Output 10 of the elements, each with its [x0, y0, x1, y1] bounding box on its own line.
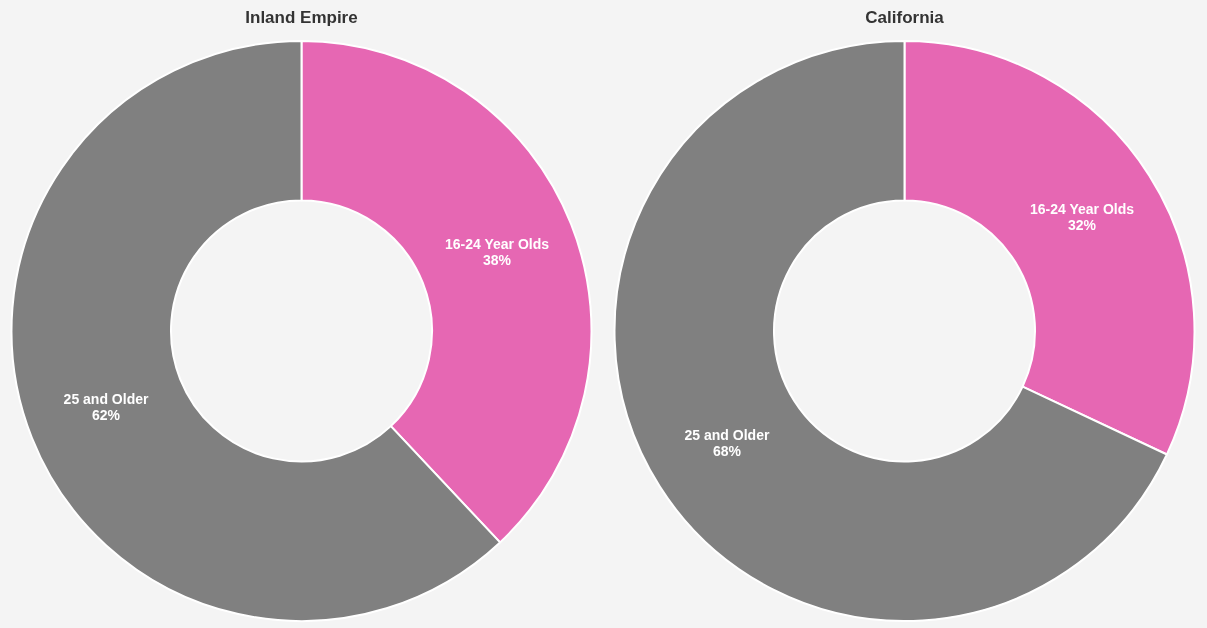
data-label: 32%	[1068, 217, 1097, 234]
slice-label: 16-24 Year Olds	[444, 236, 550, 253]
data-label: 62%	[92, 407, 121, 424]
data-label: 38%	[482, 252, 512, 269]
slice-label: 25 and Older	[684, 426, 770, 443]
data-label: 68%	[712, 442, 742, 459]
chart-title: Inland Empire	[244, 7, 359, 29]
slice-label: 25 and Older	[63, 391, 149, 408]
chart-title: California	[864, 7, 945, 29]
slice-label: 16-24 Year Olds	[1030, 201, 1135, 218]
